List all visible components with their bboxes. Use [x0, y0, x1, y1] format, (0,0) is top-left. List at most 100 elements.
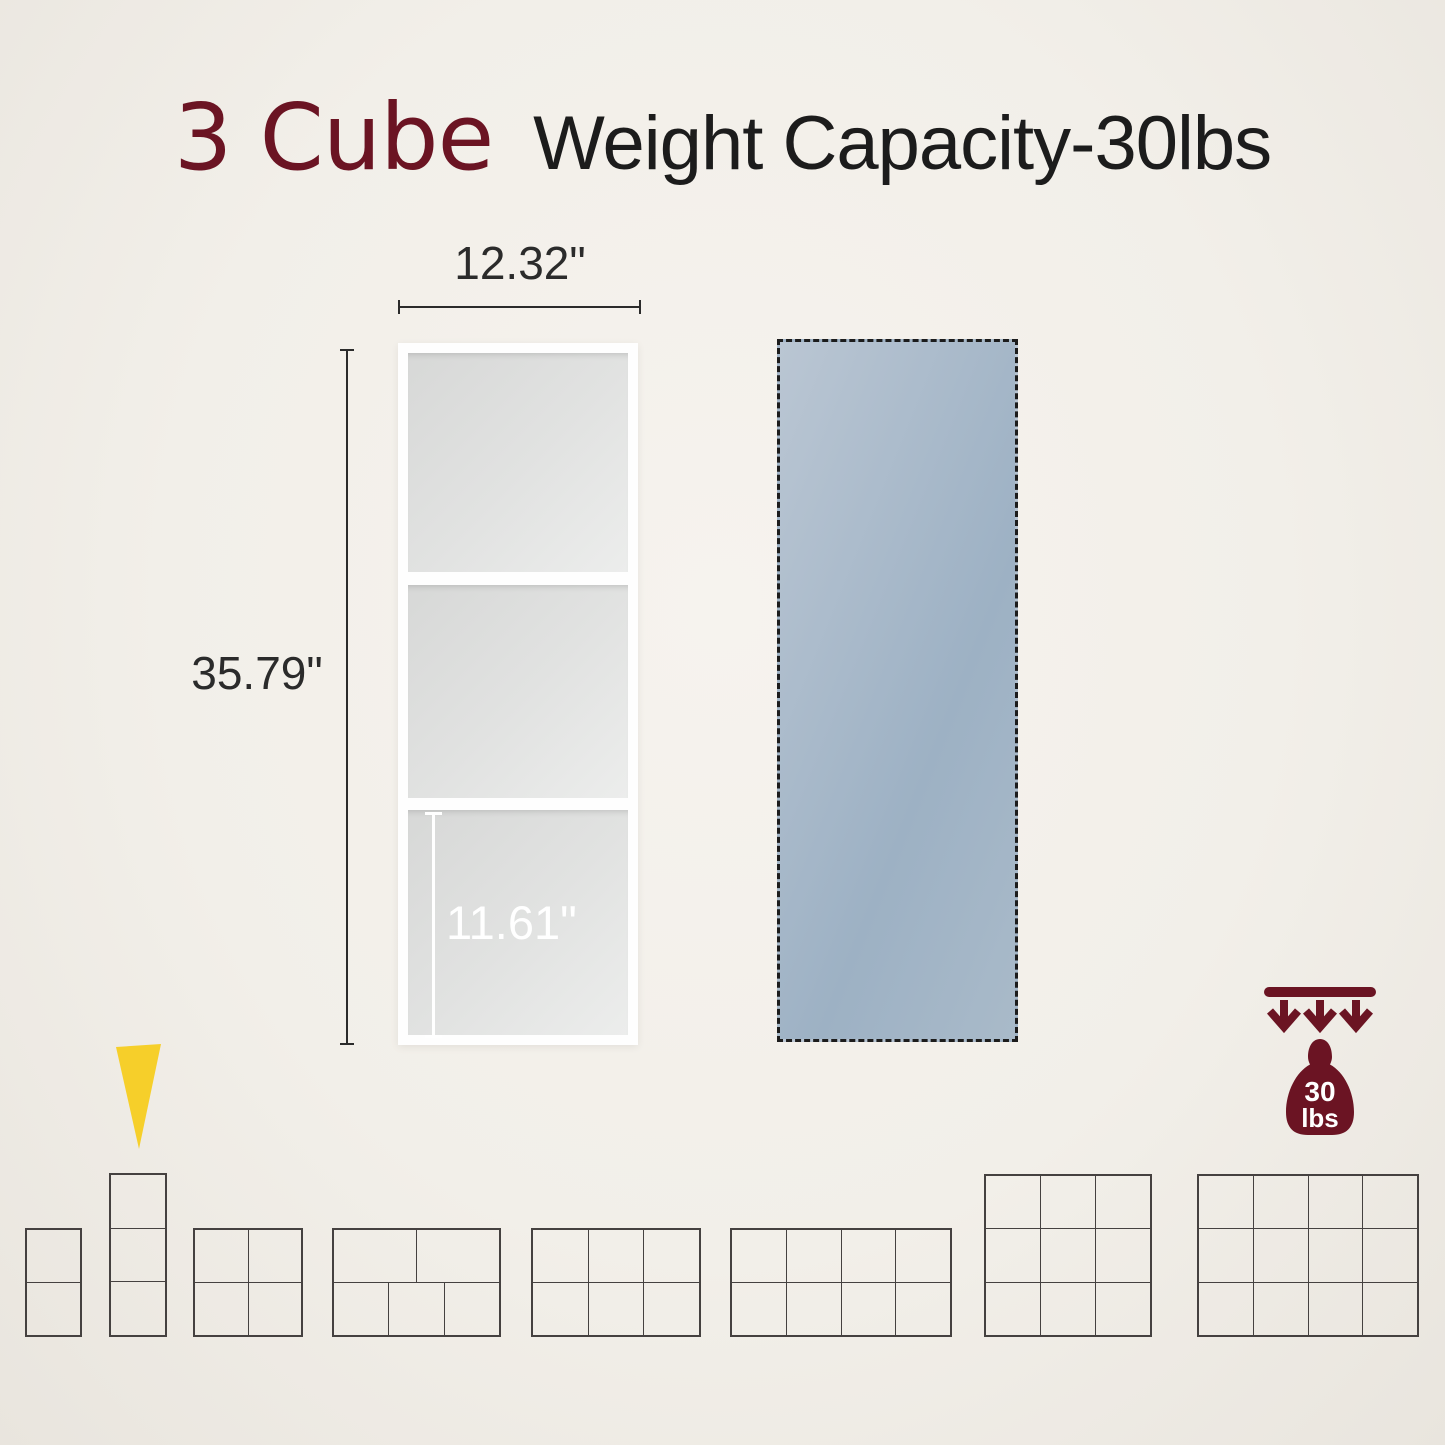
cube-row [1199, 1176, 1417, 1229]
cube-cell [1362, 1176, 1417, 1229]
cube-cell [1199, 1176, 1253, 1228]
cube-cell [587, 1230, 644, 1282]
config-option-9-cube [984, 1174, 1152, 1337]
config-option-3-cube [109, 1173, 167, 1337]
cube-cell [247, 1283, 302, 1335]
page-title: 3 Cube Weight Capacity-30lbs [0, 92, 1445, 184]
down-arrows-icon [1266, 1000, 1374, 1034]
cube-cell [111, 1175, 165, 1228]
cube-cell [1252, 1176, 1308, 1229]
shelf-cube-middle [408, 585, 628, 798]
cube-cell [732, 1230, 786, 1282]
dimension-tick [340, 1043, 354, 1045]
cube-cell [1307, 1176, 1363, 1229]
config-option-8-cube [730, 1228, 952, 1337]
cube-row [111, 1281, 165, 1335]
shelf-cube-bottom [408, 810, 628, 1035]
cube-cell [785, 1283, 841, 1335]
cube-inner-dimension-label: 11.61" [446, 896, 577, 949]
config-option-4-cube [193, 1228, 303, 1337]
cube-cell [111, 1229, 165, 1282]
kettlebell-weight-icon: 30 lbs [1286, 1039, 1354, 1135]
cube-row [111, 1227, 165, 1282]
dimension-tick [425, 812, 442, 815]
weight-capacity-icon: 30 lbs [1260, 983, 1380, 1138]
config-option-2-cube [25, 1228, 82, 1337]
config-option-6-cube [531, 1228, 701, 1337]
cube-cell [840, 1283, 896, 1335]
cube-cell [1199, 1229, 1253, 1281]
cube-cell [388, 1283, 443, 1335]
cube-cell [1307, 1229, 1363, 1282]
dimension-tick [425, 1035, 442, 1038]
highlight-arrow-icon [115, 1044, 162, 1150]
cube-cell [1095, 1282, 1150, 1335]
cube-cell [334, 1230, 416, 1282]
title-weight-capacity: Weight Capacity-30lbs [533, 101, 1272, 186]
cube-cell [1252, 1229, 1308, 1282]
cube-row [732, 1230, 950, 1282]
dimension-tick [398, 300, 400, 314]
cube-inner-dimension-line [425, 812, 442, 1038]
press-bar-icon [1264, 987, 1376, 997]
cube-row [27, 1230, 80, 1282]
shelf-cube-top [408, 353, 628, 572]
cube-cell [1362, 1282, 1417, 1335]
height-dimension-line [340, 349, 354, 1045]
cube-row [195, 1282, 301, 1335]
width-dimension-line [398, 300, 641, 314]
cube-cell [587, 1283, 644, 1335]
cube-row [1199, 1281, 1417, 1335]
cube-cell [533, 1230, 588, 1282]
cube-cell [840, 1230, 896, 1282]
cube-row [27, 1282, 80, 1335]
cube-cell [111, 1282, 165, 1335]
cube-cell [1307, 1282, 1363, 1335]
cube-cell [247, 1230, 302, 1282]
config-option-5-cube [332, 1228, 501, 1337]
cube-cell [1040, 1176, 1095, 1229]
cube-cell [895, 1283, 950, 1335]
weight-value-label: 30 [1304, 1076, 1335, 1107]
cube-row [732, 1282, 950, 1335]
cube-row [986, 1228, 1150, 1282]
dimension-tick [340, 349, 354, 351]
cube-cell [1362, 1229, 1417, 1282]
shelf-illustration [398, 343, 638, 1045]
weight-unit-label: lbs [1301, 1103, 1339, 1133]
cube-cell [643, 1230, 699, 1282]
cube-cell [27, 1230, 80, 1282]
cube-cell [195, 1230, 248, 1282]
cube-cell [1252, 1282, 1308, 1335]
cube-row [334, 1230, 499, 1282]
cube-cell [1095, 1229, 1150, 1282]
cube-row [533, 1282, 699, 1335]
cube-row [986, 1281, 1150, 1335]
cube-row [986, 1176, 1150, 1229]
cube-cell [986, 1176, 1040, 1228]
cube-cell [533, 1283, 588, 1335]
cube-cell [986, 1283, 1040, 1335]
cube-cell [334, 1283, 388, 1335]
cube-row [1199, 1228, 1417, 1282]
height-dimension-label: 35.79" [191, 647, 323, 699]
cube-cell [785, 1230, 841, 1282]
cube-cell [416, 1230, 499, 1282]
size-reference-panel [777, 339, 1018, 1042]
cube-cell [1040, 1282, 1095, 1335]
cube-cell [1040, 1229, 1095, 1282]
cube-cell [443, 1283, 499, 1335]
cube-cell [1095, 1176, 1150, 1229]
width-dimension-label: 12.32" [454, 237, 586, 289]
weight-icon: 30 lbs [1264, 987, 1376, 1135]
config-option-12-cube [1197, 1174, 1419, 1337]
cube-cell [27, 1283, 80, 1335]
cube-cell [986, 1229, 1040, 1281]
cube-row [195, 1230, 301, 1282]
cube-row [533, 1230, 699, 1282]
dimension-tick [639, 300, 641, 314]
title-product-name: 3 Cube [173, 84, 494, 191]
cube-row [111, 1175, 165, 1228]
cube-cell [643, 1283, 699, 1335]
